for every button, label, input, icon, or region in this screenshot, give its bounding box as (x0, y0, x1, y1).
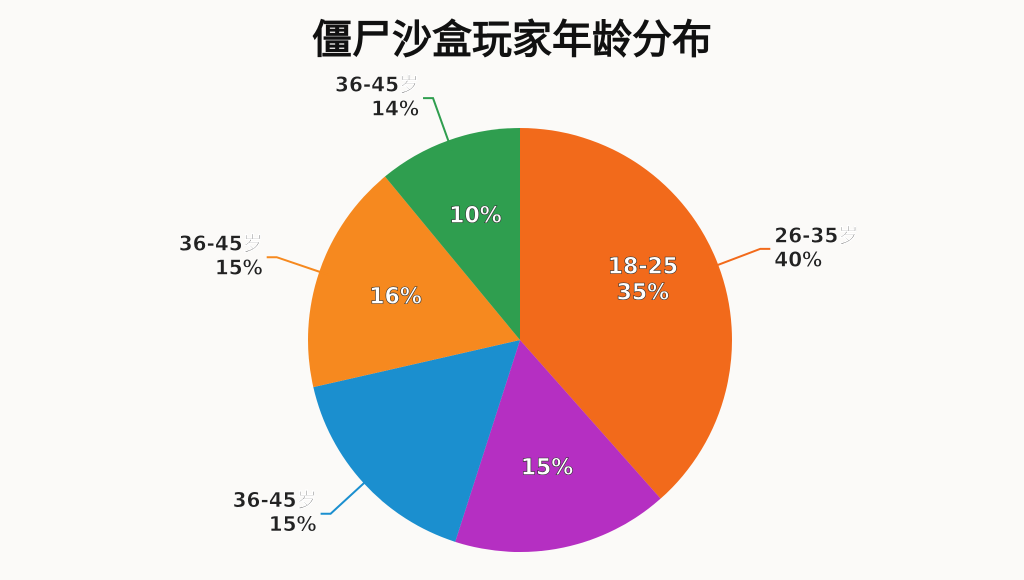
callout-label: 26-35岁 (774, 223, 858, 247)
callout-label: 15% (215, 256, 263, 280)
chart-title: 僵尸沙盒玩家年龄分布 (312, 17, 712, 63)
pie-slice (308, 176, 520, 388)
leader-line (423, 97, 453, 151)
pie-slice (313, 340, 520, 542)
callout-label: 14% (371, 97, 419, 121)
callout-label: 15% (269, 512, 317, 536)
slice-value-label: 16% (369, 285, 422, 310)
leader-line (707, 247, 771, 270)
callout-label: 36-45岁 (179, 232, 263, 256)
slice-value-label: 15% (521, 456, 574, 481)
pie-slice (384, 128, 520, 340)
pie-slice (520, 128, 732, 499)
slice-value-label: 35% (617, 280, 670, 305)
leader-line (266, 256, 330, 277)
slice-category: 18-25 (608, 254, 678, 279)
slice-value-label: 10% (449, 203, 502, 228)
callout-label: 36-45岁 (335, 73, 419, 97)
leader-line (320, 475, 373, 515)
callout-label: 40% (774, 247, 822, 271)
pie-slice (455, 340, 661, 552)
callout-label: 36-45岁 (233, 488, 317, 512)
